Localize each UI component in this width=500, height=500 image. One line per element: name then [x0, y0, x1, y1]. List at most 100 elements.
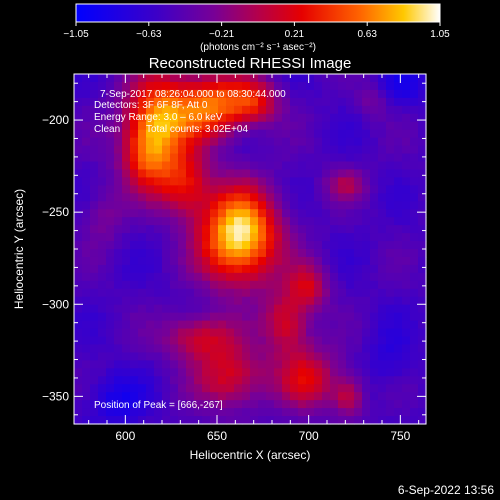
heatmap-cell [98, 416, 107, 425]
heatmap-cell [322, 97, 331, 107]
heatmap-cell [178, 201, 187, 210]
heatmap-cell [314, 137, 323, 147]
heatmap-cell [410, 161, 419, 171]
heatmap-cell [322, 74, 331, 83]
heatmap-cell [346, 185, 355, 194]
heatmap-cell [346, 177, 355, 186]
heatmap-cell [338, 201, 347, 210]
heatmap-cell [106, 288, 115, 298]
heatmap-cell [130, 328, 139, 338]
heatmap-cell [138, 272, 147, 282]
heatmap-cell [218, 392, 227, 401]
heatmap-cell [330, 97, 339, 107]
heatmap-cell [242, 264, 251, 274]
heatmap-cell [386, 113, 395, 123]
heatmap-cell [402, 360, 411, 369]
heatmap-cell [370, 296, 379, 306]
heatmap-cell [82, 304, 91, 314]
heatmap-cell [194, 153, 203, 163]
heatmap-cell [162, 193, 171, 202]
heatmap-cell [218, 169, 227, 178]
heatmap-cell [146, 288, 155, 298]
heatmap-cell [170, 384, 179, 393]
heatmap-cell [250, 360, 259, 369]
heatmap-cell [402, 89, 411, 99]
heatmap-cell [226, 81, 235, 91]
heatmap-cell [362, 280, 371, 290]
heatmap-cell [146, 233, 155, 242]
heatmap-cell [170, 288, 179, 298]
heatmap-cell [250, 233, 259, 242]
heatmap-cell [346, 97, 355, 107]
heatmap-cell [282, 129, 291, 139]
heatmap-cell [266, 97, 275, 107]
heatmap-cell [82, 137, 91, 147]
heatmap-cell [162, 241, 171, 250]
heatmap-cell [370, 177, 379, 186]
heatmap-cell [98, 113, 107, 123]
heatmap-cell [130, 217, 139, 226]
heatmap-cell [130, 360, 139, 369]
heatmap-cell [410, 233, 419, 242]
heatmap-cell [82, 217, 91, 226]
heatmap-cell [362, 416, 371, 425]
heatmap-cell [74, 233, 83, 242]
heatmap-cell [266, 264, 275, 274]
heatmap-cell [146, 137, 155, 147]
heatmap-cell [138, 161, 147, 171]
heatmap-cell [386, 169, 395, 178]
heatmap-cell [258, 209, 267, 218]
heatmap-cell [202, 153, 211, 163]
heatmap-cell [298, 129, 307, 139]
colorbar-tick-label: 0.21 [285, 29, 305, 40]
heatmap-cell [234, 105, 243, 115]
heatmap-cell [218, 233, 227, 242]
heatmap-cell [346, 288, 355, 298]
heatmap-cell [402, 352, 411, 361]
heatmap-cell [130, 233, 139, 242]
heatmap-cell [298, 416, 307, 425]
heatmap-cell [74, 352, 83, 361]
heatmap-cell [394, 400, 403, 409]
heatmap-cell [210, 209, 219, 218]
heatmap-cell [250, 280, 259, 290]
heatmap-cell [378, 105, 387, 115]
heatmap-cell [274, 408, 283, 417]
heatmap-cell [186, 272, 195, 282]
heatmap-cell [250, 256, 259, 266]
heatmap-cell [74, 416, 83, 425]
heatmap-cell [354, 137, 363, 147]
heatmap-cell [210, 328, 219, 338]
heatmap-cell [250, 384, 259, 393]
heatmap-cell [410, 169, 419, 178]
heatmap-cell [370, 81, 379, 91]
heatmap-cell [402, 384, 411, 393]
heatmap-cell [338, 74, 347, 83]
heatmap-cell [242, 193, 251, 202]
heatmap-cell [418, 161, 427, 171]
heatmap-cell [338, 312, 347, 322]
heatmap-cell [410, 241, 419, 250]
heatmap-cell [314, 249, 323, 258]
heatmap-cell [402, 400, 411, 409]
heatmap-cell [338, 193, 347, 202]
heatmap-cell [170, 352, 179, 361]
heatmap-cell [298, 105, 307, 115]
heatmap-cell [266, 81, 275, 91]
heatmap-cell [306, 272, 315, 282]
heatmap-cell [178, 161, 187, 171]
heatmap-cell [170, 121, 179, 131]
heatmap-cell [194, 161, 203, 171]
heatmap-cell [298, 89, 307, 99]
heatmap-cell [322, 304, 331, 314]
heatmap-cell [242, 344, 251, 353]
heatmap-cell [394, 376, 403, 385]
heatmap-cell [90, 376, 99, 385]
heatmap-cell [194, 296, 203, 306]
y-tick-label: −250 [42, 205, 69, 219]
heatmap-cell [114, 113, 123, 123]
heatmap-cell [178, 376, 187, 385]
heatmap-cell [354, 256, 363, 266]
heatmap-cell [138, 201, 147, 210]
heatmap-cell [114, 376, 123, 385]
